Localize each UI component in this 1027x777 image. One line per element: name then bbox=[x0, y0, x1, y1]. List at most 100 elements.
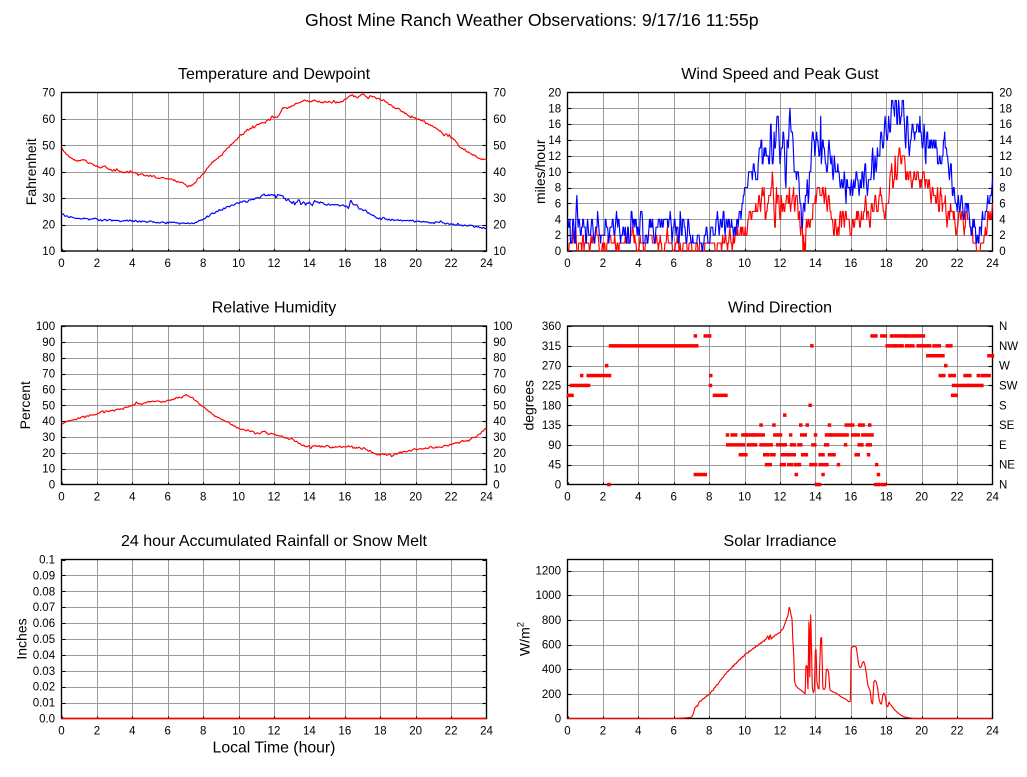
svg-text:6: 6 bbox=[671, 258, 677, 270]
svg-text:2: 2 bbox=[600, 726, 606, 738]
svg-text:Percent: Percent bbox=[17, 381, 33, 429]
svg-text:40: 40 bbox=[493, 167, 506, 179]
svg-text:S: S bbox=[999, 400, 1007, 412]
svg-text:20: 20 bbox=[409, 258, 422, 270]
svg-text:2: 2 bbox=[999, 230, 1005, 242]
svg-text:14: 14 bbox=[809, 492, 822, 504]
svg-text:18: 18 bbox=[374, 726, 387, 738]
svg-text:16: 16 bbox=[548, 119, 561, 131]
svg-text:30: 30 bbox=[493, 432, 506, 444]
svg-text:270: 270 bbox=[542, 361, 561, 373]
svg-text:0.01: 0.01 bbox=[33, 698, 55, 710]
svg-text:90: 90 bbox=[548, 440, 561, 452]
svg-text:20: 20 bbox=[915, 726, 928, 738]
svg-text:20: 20 bbox=[42, 448, 55, 460]
svg-text:NE: NE bbox=[999, 460, 1015, 472]
svg-text:16: 16 bbox=[999, 119, 1012, 131]
svg-text:4: 4 bbox=[999, 214, 1006, 226]
svg-text:0.02: 0.02 bbox=[33, 682, 55, 694]
svg-text:45: 45 bbox=[548, 460, 561, 472]
svg-text:8: 8 bbox=[706, 258, 712, 270]
svg-text:20: 20 bbox=[409, 726, 422, 738]
svg-text:50: 50 bbox=[42, 400, 55, 412]
svg-text:14: 14 bbox=[303, 258, 316, 270]
svg-text:22: 22 bbox=[951, 258, 964, 270]
svg-text:0: 0 bbox=[999, 246, 1005, 258]
svg-text:800: 800 bbox=[542, 615, 561, 627]
svg-text:N: N bbox=[999, 321, 1007, 333]
svg-text:24: 24 bbox=[480, 258, 493, 270]
svg-text:12: 12 bbox=[999, 151, 1012, 163]
svg-text:18: 18 bbox=[880, 492, 893, 504]
svg-text:0: 0 bbox=[555, 246, 561, 258]
svg-text:8: 8 bbox=[200, 258, 206, 270]
svg-text:100: 100 bbox=[36, 321, 55, 333]
svg-text:22: 22 bbox=[445, 258, 458, 270]
svg-text:Local Time (hour): Local Time (hour) bbox=[213, 740, 336, 757]
svg-text:0.07: 0.07 bbox=[33, 602, 55, 614]
svg-text:12: 12 bbox=[268, 258, 281, 270]
svg-text:4: 4 bbox=[635, 726, 642, 738]
svg-text:80: 80 bbox=[42, 353, 55, 365]
svg-text:0: 0 bbox=[58, 258, 64, 270]
svg-text:0.09: 0.09 bbox=[33, 570, 55, 582]
svg-text:2: 2 bbox=[94, 726, 100, 738]
svg-text:0: 0 bbox=[58, 726, 64, 738]
svg-text:14: 14 bbox=[548, 135, 561, 147]
svg-text:N: N bbox=[999, 480, 1007, 492]
svg-text:0: 0 bbox=[493, 480, 499, 492]
svg-text:0: 0 bbox=[564, 258, 570, 270]
svg-text:20: 20 bbox=[409, 492, 422, 504]
svg-text:0.1: 0.1 bbox=[39, 555, 55, 567]
svg-text:Solar Irradiance: Solar Irradiance bbox=[724, 533, 837, 550]
svg-text:400: 400 bbox=[542, 664, 561, 676]
svg-text:80: 80 bbox=[493, 353, 506, 365]
svg-text:10: 10 bbox=[548, 167, 561, 179]
svg-text:24: 24 bbox=[986, 492, 999, 504]
svg-text:135: 135 bbox=[542, 420, 561, 432]
svg-text:24: 24 bbox=[480, 726, 493, 738]
svg-text:18: 18 bbox=[548, 103, 561, 115]
svg-text:0.03: 0.03 bbox=[33, 666, 55, 678]
svg-text:SE: SE bbox=[999, 420, 1015, 432]
svg-text:0: 0 bbox=[58, 492, 64, 504]
svg-text:10: 10 bbox=[999, 167, 1012, 179]
svg-text:8: 8 bbox=[200, 726, 206, 738]
svg-text:70: 70 bbox=[493, 369, 506, 381]
svg-text:Ghost Mine Ranch Weather Obser: Ghost Mine Ranch Weather Observations: 9… bbox=[305, 10, 759, 30]
svg-text:Temperature and Dewpoint: Temperature and Dewpoint bbox=[178, 66, 371, 83]
svg-text:12: 12 bbox=[774, 726, 787, 738]
svg-text:SW: SW bbox=[999, 380, 1018, 392]
svg-text:8: 8 bbox=[706, 492, 712, 504]
svg-text:90: 90 bbox=[493, 337, 506, 349]
svg-text:8: 8 bbox=[999, 183, 1005, 195]
svg-text:24: 24 bbox=[480, 492, 493, 504]
svg-text:16: 16 bbox=[844, 258, 857, 270]
svg-text:18: 18 bbox=[374, 258, 387, 270]
svg-text:0: 0 bbox=[564, 492, 570, 504]
svg-text:degrees: degrees bbox=[521, 380, 537, 431]
svg-text:30: 30 bbox=[42, 432, 55, 444]
svg-text:2: 2 bbox=[600, 492, 606, 504]
svg-text:10: 10 bbox=[738, 726, 751, 738]
svg-text:12: 12 bbox=[774, 258, 787, 270]
svg-text:8: 8 bbox=[555, 183, 561, 195]
svg-text:6: 6 bbox=[165, 258, 171, 270]
svg-text:20: 20 bbox=[548, 88, 561, 100]
svg-text:22: 22 bbox=[951, 492, 964, 504]
svg-text:10: 10 bbox=[42, 464, 55, 476]
svg-text:50: 50 bbox=[42, 140, 55, 152]
svg-text:10: 10 bbox=[232, 258, 245, 270]
svg-text:W: W bbox=[999, 361, 1010, 373]
svg-text:10: 10 bbox=[493, 246, 506, 258]
svg-text:1000: 1000 bbox=[536, 590, 562, 602]
svg-text:18: 18 bbox=[999, 103, 1012, 115]
svg-text:22: 22 bbox=[445, 726, 458, 738]
svg-text:6: 6 bbox=[165, 492, 171, 504]
svg-text:8: 8 bbox=[200, 492, 206, 504]
svg-text:Wind Direction: Wind Direction bbox=[728, 299, 832, 316]
svg-text:22: 22 bbox=[445, 492, 458, 504]
svg-text:20: 20 bbox=[915, 492, 928, 504]
svg-text:6: 6 bbox=[165, 726, 171, 738]
svg-text:90: 90 bbox=[42, 337, 55, 349]
